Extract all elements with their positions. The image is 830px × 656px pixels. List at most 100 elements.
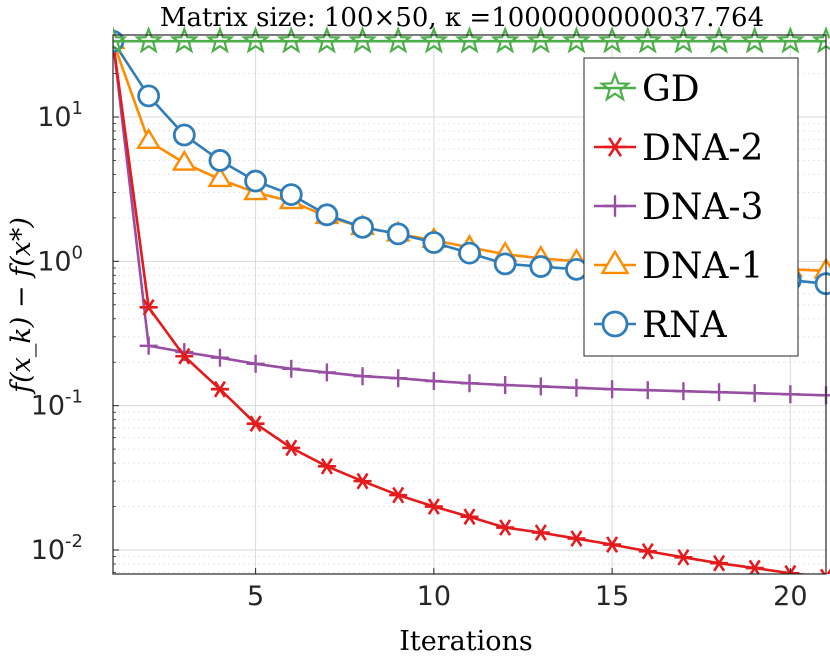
legend-item-dna-3: DNA-3 (594, 187, 763, 228)
point-rna (244, 169, 268, 193)
x-tick-label: 5 (247, 581, 264, 612)
point-dna-2 (175, 347, 194, 365)
point-gd (134, 26, 164, 54)
legend-marker-dna-1 (600, 249, 630, 275)
y-tick-label: 10-1 (31, 387, 83, 422)
point-dna-2 (424, 498, 443, 515)
point-gd (633, 26, 663, 54)
point-rna (422, 231, 446, 254)
legend-label: DNA-1 (642, 246, 763, 287)
point-dna-2 (819, 568, 830, 574)
legend-item-rna: RNA (594, 305, 728, 346)
x-axis-label: Iterations (399, 626, 532, 656)
legend-label: DNA-3 (642, 187, 763, 228)
point-dna-3 (603, 380, 622, 399)
point-gd (312, 26, 342, 54)
y-tick-label: 100 (37, 242, 83, 277)
point-gd (419, 26, 449, 54)
point-dna-2 (603, 536, 622, 553)
point-rna (529, 255, 553, 278)
point-rna (565, 257, 588, 281)
point-gd (241, 26, 271, 54)
chart-title: Matrix size: 100×50, κ =1000000000037.76… (160, 3, 764, 33)
point-dna-3 (210, 348, 229, 367)
point-dna-3 (282, 359, 301, 378)
point-gd (526, 26, 556, 54)
y-tick-label: 10-2 (31, 531, 83, 566)
legend-marker-dna-2 (604, 137, 626, 157)
point-dna-2 (139, 298, 158, 316)
point-dna-2 (353, 472, 372, 490)
point-gd (704, 26, 734, 54)
point-gd (169, 26, 199, 54)
x-tick-label: 15 (595, 581, 629, 612)
legend-item-dna-1: DNA-1 (594, 246, 763, 287)
point-dna-2 (389, 486, 408, 504)
point-rna (458, 241, 481, 265)
point-gd (490, 26, 520, 54)
point-gd (668, 26, 698, 54)
series-gd (113, 26, 830, 54)
point-gd (597, 26, 627, 54)
y-tick-label: 101 (37, 98, 83, 133)
point-dna-2 (745, 559, 764, 574)
point-gd (113, 26, 128, 54)
point-gd (276, 26, 306, 54)
point-dna-3 (674, 382, 693, 401)
legend-marker-gd (598, 71, 632, 102)
point-dna-2 (531, 524, 550, 541)
point-dna-3 (139, 336, 158, 355)
point-dna-3 (567, 378, 586, 397)
legend-label: GD (642, 69, 700, 110)
point-dna-3 (246, 354, 265, 373)
point-gd (383, 26, 413, 54)
legend-marker-dna-3 (604, 195, 626, 217)
point-dna-3 (638, 381, 657, 400)
y-axis-ticks: 101 100 10-1 10-2 (31, 47, 119, 573)
legend-item-dna-2: DNA-2 (594, 128, 763, 169)
point-dna-3 (710, 383, 729, 402)
point-rna (208, 149, 232, 172)
point-dna-3 (496, 376, 515, 395)
point-dna-2 (282, 439, 301, 457)
point-dna-2 (638, 542, 657, 560)
point-dna-2 (317, 457, 336, 475)
point-gd (348, 26, 377, 54)
point-rna (351, 215, 374, 239)
point-dna-3 (424, 372, 443, 391)
point-dna-1 (207, 165, 233, 188)
legend-label: DNA-2 (642, 128, 763, 169)
point-gd (775, 26, 805, 54)
point-gd (205, 26, 235, 54)
point-dna-2 (674, 548, 693, 566)
point-dna-2 (710, 554, 729, 572)
point-dna-3 (781, 385, 800, 404)
point-rna (137, 84, 161, 108)
x-tick-label: 20 (773, 581, 807, 612)
point-rna (814, 272, 830, 296)
x-tick-label: 10 (417, 581, 451, 612)
point-dna-1 (136, 127, 162, 149)
point-rna (315, 203, 339, 227)
point-rna (279, 183, 303, 206)
point-dna-3 (745, 384, 764, 403)
point-dna-2 (567, 530, 586, 547)
legend: GD DNA-2 DNA-3 DNA-1 RNA (583, 57, 799, 357)
point-dna-3 (531, 377, 550, 396)
x-axis-ticks: 5 10 15 20 (247, 568, 808, 612)
point-dna-2 (210, 380, 229, 398)
point-dna-2 (496, 519, 515, 536)
point-gd (455, 26, 484, 54)
y-axis-label: f(x_k) − f(x*) (6, 217, 37, 395)
point-dna-3 (460, 374, 479, 393)
legend-label: RNA (642, 305, 728, 346)
point-dna-3 (317, 363, 336, 382)
series-dna-3 (113, 32, 830, 405)
point-gd (562, 26, 591, 54)
point-rna (172, 123, 196, 147)
point-gd (740, 26, 770, 54)
legend-item-gd: GD (594, 69, 700, 110)
point-dna-2 (246, 415, 265, 433)
point-dna-3 (353, 367, 372, 386)
